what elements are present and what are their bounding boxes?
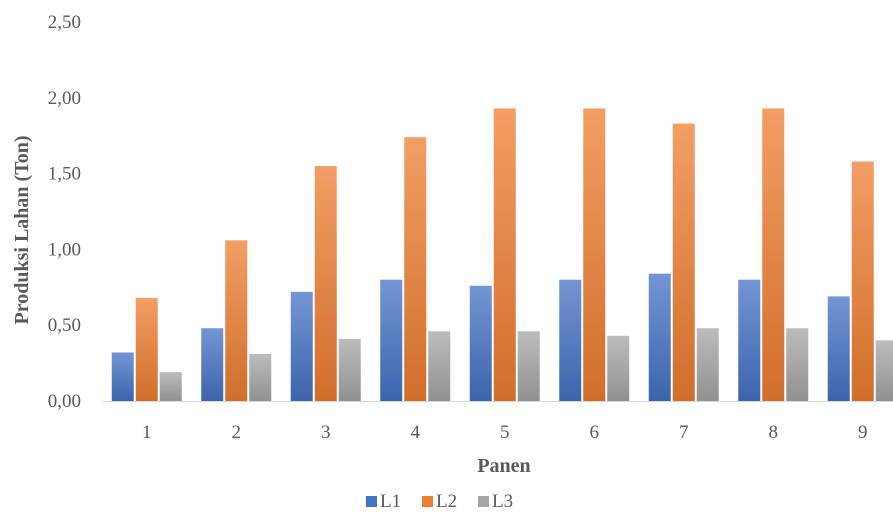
y-axis-title: Produksi Lahan (Ton) xyxy=(11,136,33,325)
bar-l2-panen-6 xyxy=(583,108,606,402)
x-tick-label: 8 xyxy=(769,422,779,443)
bar-l3-panen-3 xyxy=(338,338,361,401)
x-tick-label: 6 xyxy=(590,422,600,443)
bar-l2-panen-1 xyxy=(135,297,158,401)
x-tick-label: 4 xyxy=(411,422,421,443)
legend-swatch-l3 xyxy=(478,496,489,507)
bar-l2-panen-7 xyxy=(672,123,695,402)
bar-l2-panen-9 xyxy=(851,161,874,401)
bar-l1-panen-9 xyxy=(827,296,850,401)
bar-l3-panen-1 xyxy=(159,372,182,401)
y-tick-label: 2,50 xyxy=(48,12,81,33)
bar-l1-panen-4 xyxy=(380,279,403,401)
bar-l2-panen-2 xyxy=(225,240,248,401)
bar-l3-panen-4 xyxy=(428,331,451,401)
y-tick-label: 1,00 xyxy=(48,239,81,260)
bars xyxy=(111,108,893,402)
bar-l3-panen-6 xyxy=(607,335,630,401)
x-tick-label: 1 xyxy=(142,422,152,443)
legend-swatch-l1 xyxy=(366,496,377,507)
x-tick-label: 3 xyxy=(321,422,331,443)
x-axis-title: Panen xyxy=(477,455,530,477)
y-tick-label: 1,50 xyxy=(48,164,81,185)
y-tick-label: 0,50 xyxy=(48,315,81,336)
bar-l1-panen-5 xyxy=(469,285,492,401)
bar-l1-panen-1 xyxy=(111,352,134,401)
y-axis-ticks: 0,00 0,50 1,00 1,50 2,00 2,50 xyxy=(48,12,81,412)
y-tick-label: 0,00 xyxy=(48,391,81,412)
x-tick-label: 2 xyxy=(232,422,242,443)
legend-label-l1: L1 xyxy=(380,491,401,512)
bar-l2-panen-8 xyxy=(762,108,785,402)
y-tick-label: 2,00 xyxy=(48,88,81,109)
x-tick-label: 5 xyxy=(500,422,510,443)
bar-l2-panen-5 xyxy=(493,108,516,402)
bar-l1-panen-8 xyxy=(738,279,761,401)
bar-l2-panen-3 xyxy=(314,166,337,401)
bar-l1-panen-3 xyxy=(290,291,313,401)
legend-label-l2: L2 xyxy=(436,491,457,512)
bar-l1-panen-6 xyxy=(559,279,582,401)
bar-l3-panen-2 xyxy=(249,354,272,401)
legend-swatch-l2 xyxy=(422,496,433,507)
bar-l1-panen-7 xyxy=(648,273,671,401)
bar-l3-panen-8 xyxy=(786,328,809,401)
legend: L1 L2 L3 xyxy=(366,491,513,512)
bar-l3-panen-5 xyxy=(517,331,540,401)
bar-l3-panen-7 xyxy=(696,328,719,401)
bar-l2-panen-4 xyxy=(404,137,427,401)
x-tick-label: 7 xyxy=(679,422,689,443)
legend-label-l3: L3 xyxy=(492,491,513,512)
bar-l1-panen-2 xyxy=(201,328,224,401)
bar-l3-panen-9 xyxy=(875,340,893,401)
x-tick-label: 9 xyxy=(858,422,868,443)
x-axis-ticks: 1 2 3 4 5 6 7 8 9 xyxy=(142,422,868,443)
